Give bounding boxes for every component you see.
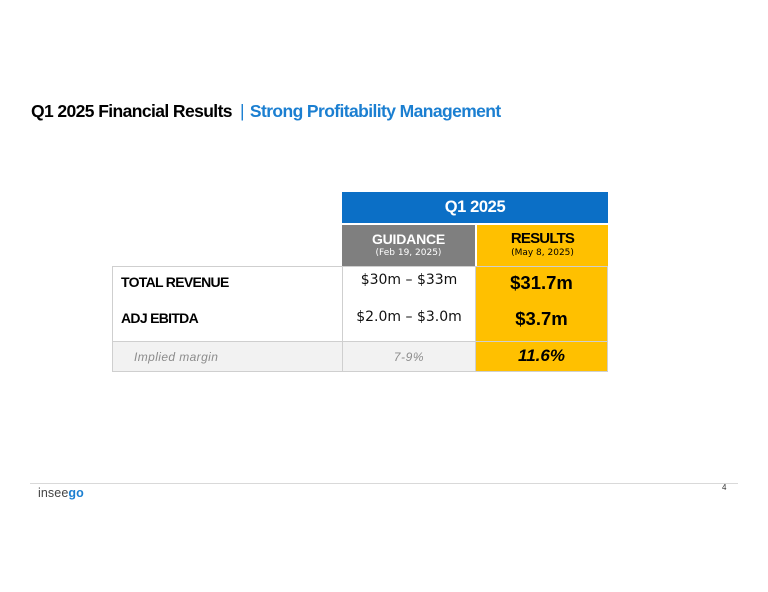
results-table — [112, 266, 608, 372]
table-divider — [112, 341, 608, 342]
guidance-header: GUIDANCE (Feb 19, 2025) — [342, 225, 475, 266]
implied-margin-result: 11.6% — [518, 345, 565, 365]
logo-text-part1: insee — [38, 486, 69, 500]
guidance-header-label: GUIDANCE — [371, 231, 446, 247]
slide-title: Q1 2025 Financial Results | Strong Profita… — [31, 99, 501, 123]
title-subtitle: Strong Profitability Management — [249, 101, 501, 121]
title-separator: | — [239, 101, 245, 121]
results-header: RESULTS (May 8, 2025) — [477, 225, 608, 266]
implied-margin-label: Implied margin — [134, 349, 219, 364]
results-header-label: RESULTS — [510, 230, 575, 247]
result-total-revenue: $31.7m — [510, 272, 573, 293]
row-label-total-revenue: TOTAL REVENUE — [121, 274, 229, 290]
inseego-logo: inseego — [38, 485, 84, 501]
row-label-adj-ebitda: ADJ EBITDA — [121, 310, 199, 326]
results-header-date: (May 8, 2025) — [511, 248, 574, 258]
table-divider — [342, 266, 343, 372]
footer-divider — [30, 483, 738, 484]
page-number: 4 — [722, 483, 727, 492]
logo-text-part2: go — [68, 486, 84, 500]
guidance-adj-ebitda: $2.0m – $3.0m — [356, 309, 462, 325]
period-header: Q1 2025 — [342, 192, 608, 223]
result-adj-ebitda: $3.7m — [515, 308, 568, 329]
table-divider — [475, 266, 476, 372]
results-column-fill — [476, 267, 607, 371]
title-main: Q1 2025 Financial Results — [31, 101, 233, 121]
implied-margin-guidance: 7-9% — [393, 349, 425, 364]
guidance-total-revenue: $30m – $33m — [360, 272, 458, 288]
guidance-header-date: (Feb 19, 2025) — [375, 248, 442, 258]
implied-row-background — [113, 342, 475, 371]
